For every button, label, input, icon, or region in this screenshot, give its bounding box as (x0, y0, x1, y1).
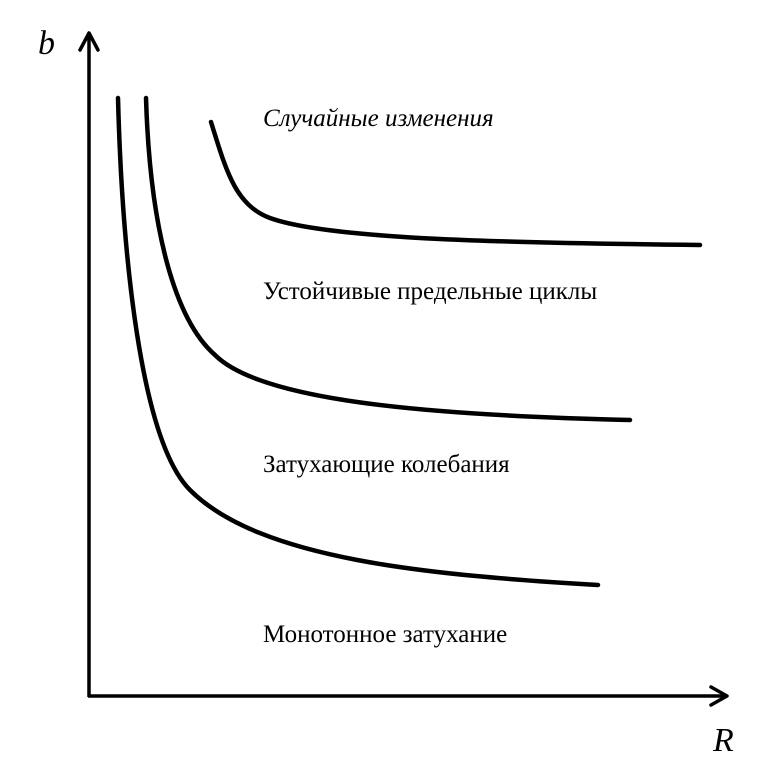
x-axis-arrowhead (709, 685, 729, 707)
x-axis-label: R (712, 722, 734, 758)
region-label-limit-cycles: Устойчивые предельные циклы (263, 278, 597, 305)
region-label-random: Случайные изменения (263, 105, 494, 132)
region-label-monotone: Монотонное затухание (263, 621, 507, 648)
boundary-curve-limitcycles-random (208, 119, 703, 248)
region-label-damped: Затухающие колебания (263, 451, 510, 478)
boundary-curve-monotone-damped (115, 95, 601, 588)
y-axis-label: b (38, 25, 55, 62)
y-axis-arrowhead (78, 31, 100, 52)
boundary-curve-damped-limitcycles (143, 95, 633, 423)
